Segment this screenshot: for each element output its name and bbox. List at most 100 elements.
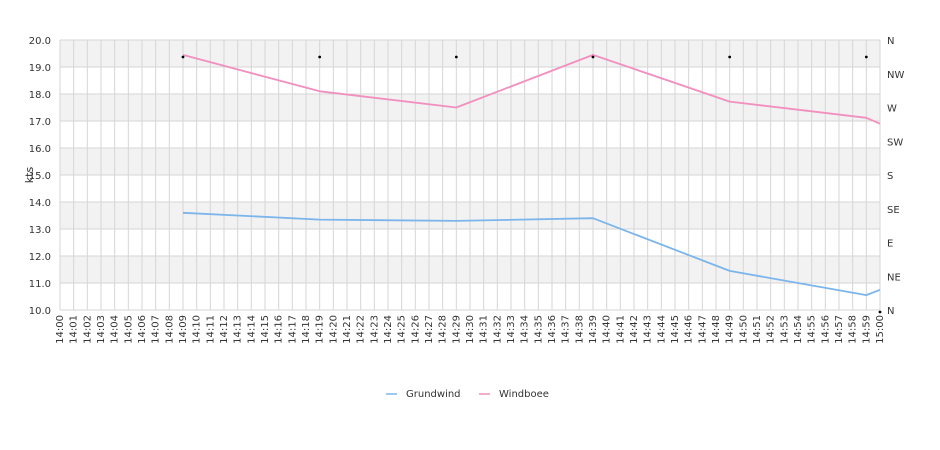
x-tick-label: 14:02 bbox=[82, 315, 93, 344]
x-tick-label: 14:32 bbox=[492, 315, 503, 344]
horizontal-gridlines bbox=[60, 39, 880, 311]
x-tick-label: 14:15 bbox=[260, 315, 271, 344]
direction-markers bbox=[181, 55, 882, 314]
x-tick-label: 14:28 bbox=[438, 315, 449, 344]
x-tick-label: 14:17 bbox=[287, 315, 298, 344]
y-tick-label: 12.0 bbox=[29, 252, 51, 263]
y-tick-label: 10.0 bbox=[29, 306, 51, 317]
y-tick-label: 14.0 bbox=[29, 198, 51, 209]
legend-label: Windboee bbox=[499, 389, 549, 400]
y2-tick-label: W bbox=[887, 104, 897, 115]
series-line-grundwind bbox=[182, 211, 881, 296]
direction-marker bbox=[728, 55, 732, 59]
x-tick-label: 14:23 bbox=[369, 315, 380, 344]
x-tick-label: 14:35 bbox=[533, 315, 544, 344]
x-tick-label: 14:20 bbox=[328, 315, 339, 344]
y2-tick-label: N bbox=[887, 36, 894, 47]
y-tick-label: 16.0 bbox=[29, 144, 51, 155]
x-tick-label: 14:50 bbox=[738, 315, 749, 344]
y2-tick-label: N bbox=[887, 306, 894, 317]
x-tick-label: 14:07 bbox=[151, 315, 162, 344]
x-tick-label: 14:06 bbox=[137, 315, 148, 344]
x-tick-label: 14:40 bbox=[602, 315, 613, 344]
x-tick-label: 14:48 bbox=[711, 315, 722, 344]
x-tick-label: 14:39 bbox=[588, 315, 599, 344]
x-tick-label: 14:01 bbox=[69, 315, 80, 344]
x-tick-label: 14:29 bbox=[451, 315, 462, 344]
x-tick-label: 14:49 bbox=[725, 315, 736, 344]
y2-tick-label: E bbox=[887, 239, 893, 250]
x-tick-label: 14:27 bbox=[424, 315, 435, 344]
y-tick-label: 19.0 bbox=[29, 63, 51, 74]
x-tick-label: 14:19 bbox=[315, 315, 326, 344]
y-tick-label: 20.0 bbox=[29, 36, 51, 47]
x-tick-label: 14:18 bbox=[301, 315, 312, 344]
x-tick-label: 14:25 bbox=[397, 315, 408, 344]
x-tick-label: 14:00 bbox=[55, 315, 66, 344]
direction-marker bbox=[454, 55, 458, 59]
legend: Grundwind Windboee bbox=[386, 389, 549, 400]
y2-tick-label: NW bbox=[887, 70, 904, 81]
x-tick-label: 14:21 bbox=[342, 315, 353, 344]
x-tick-label: 14:30 bbox=[465, 315, 476, 344]
x-tick-label: 14:41 bbox=[615, 315, 626, 344]
y2-tick-label: NE bbox=[887, 272, 901, 283]
x-tick-label: 14:22 bbox=[356, 315, 367, 344]
x-tick-label: 14:56 bbox=[820, 315, 831, 344]
x-axis-ticks: 14:00 14:01 14:02 14:03 14:04 14:05 14:06 14:07… bbox=[55, 315, 886, 344]
x-tick-label: 14:57 bbox=[834, 315, 845, 344]
x-tick-label: 14:03 bbox=[96, 315, 107, 344]
direction-marker bbox=[878, 310, 882, 314]
series-lines bbox=[182, 54, 881, 296]
y-axis-ticks: 10.0 11.0 12.0 13.0 14.0 15.0 16.0 17.0 18.0 19.0… bbox=[29, 36, 51, 317]
y-tick-label: 18.0 bbox=[29, 90, 51, 101]
x-tick-label: 14:47 bbox=[697, 315, 708, 344]
series-line-windboee bbox=[182, 54, 881, 125]
y2-tick-label: SE bbox=[887, 205, 900, 216]
x-tick-label: 14:53 bbox=[779, 315, 790, 344]
x-tick-label: 14:52 bbox=[766, 315, 777, 344]
x-tick-label: 14:10 bbox=[192, 315, 203, 344]
x-tick-label: 14:59 bbox=[861, 315, 872, 344]
y-tick-label: 15.0 bbox=[29, 171, 51, 182]
x-tick-label: 14:33 bbox=[506, 315, 517, 344]
x-tick-label: 14:43 bbox=[643, 315, 654, 344]
x-tick-label: 14:04 bbox=[110, 315, 121, 344]
y2-tick-label: S bbox=[887, 171, 893, 182]
x-tick-label: 14:12 bbox=[219, 315, 230, 344]
x-tick-label: 14:31 bbox=[479, 315, 490, 344]
x-tick-label: 14:51 bbox=[752, 315, 763, 344]
x-tick-label: 14:26 bbox=[410, 315, 421, 344]
x-tick-label: 14:45 bbox=[670, 315, 681, 344]
legend-label: Grundwind bbox=[406, 389, 461, 400]
x-tick-label: 14:08 bbox=[164, 315, 175, 344]
x-tick-label: 14:42 bbox=[629, 315, 640, 344]
x-tick-label: 14:05 bbox=[123, 315, 134, 344]
x-tick-label: 14:09 bbox=[178, 315, 189, 344]
y-tick-label: 11.0 bbox=[29, 279, 51, 290]
x-tick-label: 14:16 bbox=[274, 315, 285, 344]
x-tick-label: 15:00 bbox=[875, 315, 886, 344]
x-tick-label: 14:13 bbox=[233, 315, 244, 344]
x-tick-label: 14:37 bbox=[561, 315, 572, 344]
x-tick-label: 14:38 bbox=[574, 315, 585, 344]
y-tick-label: 13.0 bbox=[29, 225, 51, 236]
x-tick-label: 14:54 bbox=[793, 315, 804, 344]
x-tick-label: 14:44 bbox=[656, 315, 667, 344]
direction-marker bbox=[591, 55, 595, 59]
x-tick-label: 14:36 bbox=[547, 315, 558, 344]
direction-marker bbox=[318, 55, 322, 59]
x-tick-label: 14:14 bbox=[246, 315, 257, 344]
x-tick-label: 14:34 bbox=[520, 315, 531, 344]
x-tick-label: 14:58 bbox=[848, 315, 859, 344]
direction-marker bbox=[864, 55, 868, 59]
y2-axis-ticks: N NE E SE S SW W NW N bbox=[887, 36, 904, 317]
x-tick-label: 14:24 bbox=[383, 315, 394, 344]
x-tick-label: 14:55 bbox=[807, 315, 818, 344]
direction-marker bbox=[181, 55, 185, 59]
y-tick-label: 17.0 bbox=[29, 117, 51, 128]
y-axis-title: kts bbox=[23, 167, 36, 184]
y2-tick-label: SW bbox=[887, 137, 903, 148]
x-tick-label: 14:46 bbox=[684, 315, 695, 344]
